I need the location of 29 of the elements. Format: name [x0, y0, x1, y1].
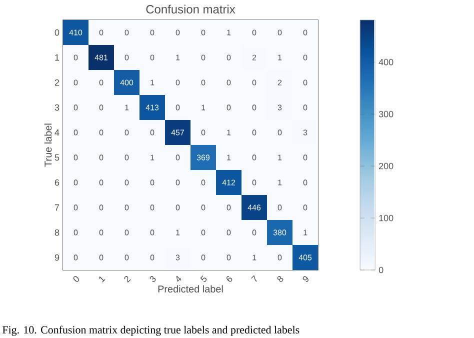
color-bar-label: 200 — [379, 162, 394, 170]
y-tick-label: 0 — [54, 29, 60, 36]
caption: Fig. 10. Confusion matrix depicting true labels and predicted labels — [2, 326, 300, 336]
y-tick-label: 4 — [54, 129, 60, 136]
x-tick-label: 5 — [200, 276, 207, 282]
x-tick-label: 2 — [124, 276, 131, 283]
x-tick-label: 7 — [251, 275, 257, 282]
x-tick-label: 3 — [150, 276, 156, 282]
y-tick-label: 1 — [55, 54, 60, 61]
y-axis-title: True label — [44, 124, 52, 167]
color-bar-label: 400 — [378, 58, 394, 66]
x-axis-title: Predicted label — [158, 285, 223, 293]
color-bar-label: 100 — [379, 214, 394, 222]
x-tick-label: 9 — [302, 276, 308, 282]
x-tick-label: 8 — [277, 276, 284, 282]
x-tick-label: 6 — [226, 276, 232, 282]
y-tick-label: 8 — [54, 229, 60, 236]
y-tick-label: 5 — [54, 154, 60, 161]
chart-title: Confusion matrix — [146, 4, 236, 14]
y-tick-label: 9 — [54, 254, 60, 261]
x-tick-label: 0 — [73, 276, 80, 282]
y-tick-label: 3 — [54, 104, 60, 111]
color-bar-label: 0 — [378, 266, 384, 274]
x-tick-label: 1 — [99, 276, 106, 282]
y-tick-label: 6 — [54, 179, 60, 186]
x-tick-label: 4 — [176, 276, 182, 282]
color-bar-label: 300 — [378, 110, 394, 118]
y-tick-label: 7 — [54, 204, 60, 211]
y-tick-label: 2 — [54, 79, 60, 86]
